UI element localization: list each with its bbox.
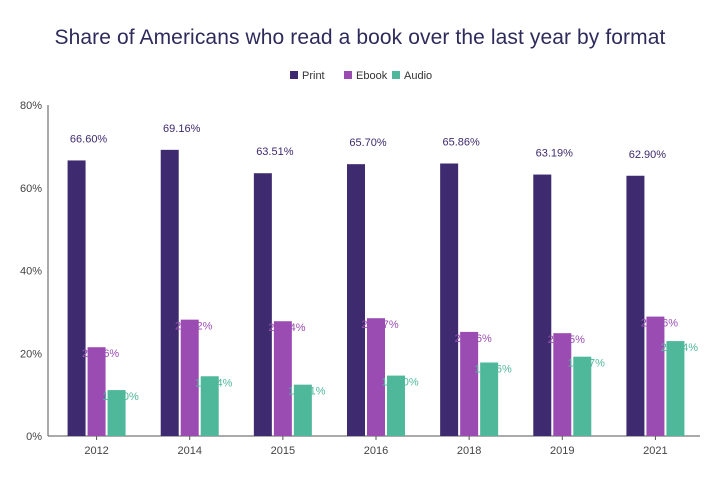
bar-print-2019 (533, 174, 552, 436)
data-label-ebook-2021: 28.86% (641, 318, 679, 330)
x-tick-label: 2021 (643, 445, 667, 457)
data-label-ebook-2015: 27.74% (268, 322, 306, 334)
chart-title: Share of Americans who read a book over … (54, 26, 666, 49)
bars (67, 149, 685, 437)
x-tick-label: 2016 (364, 445, 388, 457)
bar-audio-2014 (200, 376, 219, 436)
y-tick-label: 80% (20, 100, 42, 112)
data-label-audio-2019: 19.17% (568, 358, 606, 370)
bar-ebook-2012 (87, 347, 106, 436)
legend-swatch-print (290, 71, 298, 79)
data-label-print-2016: 65.70% (349, 137, 387, 149)
bar-print-2015 (253, 173, 272, 437)
bar-ebook-2014 (180, 319, 199, 436)
data-label-print-2012: 66.60% (70, 133, 108, 145)
bar-ebook-2018 (460, 331, 479, 436)
data-label-print-2014: 69.16% (163, 123, 201, 135)
bar-print-2014 (160, 149, 179, 436)
bar-print-2018 (440, 163, 459, 436)
data-label-print-2021: 62.90% (629, 149, 667, 161)
legend-label-ebook: Ebook (356, 70, 388, 82)
bar-ebook-2015 (273, 321, 292, 436)
bar-ebook-2021 (646, 316, 665, 436)
bar-print-2016 (347, 164, 365, 436)
data-label-print-2019: 63.19% (536, 148, 574, 160)
x-tick-label: 2012 (84, 445, 108, 457)
legend-label-print: Print (302, 70, 325, 82)
data-label-audio-2015: 12.41% (288, 386, 326, 398)
data-label-audio-2012: 11.10% (102, 391, 139, 403)
bar-audio-2018 (480, 362, 499, 436)
data-label-audio-2014: 14.44% (195, 377, 233, 389)
legend: Print Ebook Audio (290, 70, 432, 82)
data-label-ebook-2012: 21.46% (82, 348, 120, 360)
x-tick-label: 2015 (271, 445, 295, 457)
legend-swatch-audio (392, 71, 400, 79)
data-label-audio-2021: 22.94% (661, 342, 699, 354)
bar-print-2012 (67, 160, 86, 436)
x-axis: 2012 2014 2015 2016 2018 2019 2021 (48, 435, 700, 457)
legend-swatch-ebook (344, 71, 352, 79)
bar-audio-2019 (573, 356, 592, 436)
x-tick-label: 2018 (457, 445, 481, 457)
data-label-print-2015: 63.51% (256, 146, 294, 158)
bar-ebook-2016 (367, 318, 385, 436)
data-label-audio-2018: 17.76% (474, 364, 512, 376)
y-tick-label: 20% (20, 348, 42, 360)
y-tick-label: 40% (20, 266, 42, 278)
data-label-ebook-2016: 28.47% (361, 319, 399, 331)
bar-print-2021 (626, 175, 645, 436)
data-label-ebook-2018: 25.16% (454, 333, 492, 345)
legend-label-audio: Audio (404, 70, 432, 82)
y-tick-label: 60% (20, 183, 42, 195)
bar-audio-2012 (107, 390, 126, 436)
y-tick-label: 0% (26, 431, 42, 443)
bar-ebook-2019 (553, 333, 572, 436)
data-label-ebook-2014: 28.12% (175, 321, 213, 333)
data-label-ebook-2019: 24.85% (548, 334, 586, 346)
y-axis: 0% 20% 40% 60% 80% (20, 100, 49, 443)
x-tick-label: 2019 (550, 445, 574, 457)
data-labels: 66.60% 21.46% 11.10% 69.16% 28.12% 14.44% 63.5… (70, 123, 698, 403)
bar-audio-2016 (387, 375, 405, 436)
bar-audio-2015 (293, 384, 312, 436)
data-label-print-2018: 65.86% (442, 137, 480, 149)
data-label-audio-2016: 14.60% (381, 377, 419, 389)
x-tick-label: 2014 (177, 445, 201, 457)
bar-audio-2021 (666, 341, 685, 436)
